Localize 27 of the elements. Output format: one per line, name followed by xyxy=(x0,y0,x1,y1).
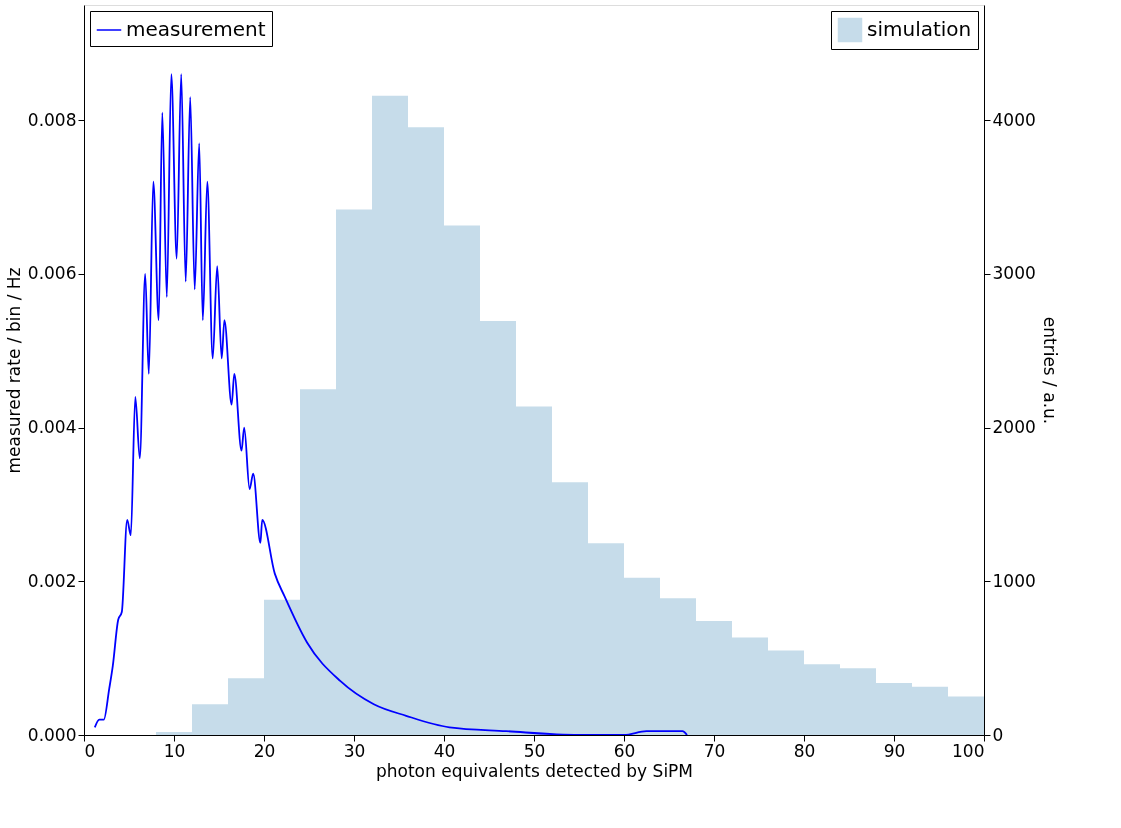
y2-tick-label: 2000 xyxy=(992,417,1036,438)
x-tick-label: 100 xyxy=(952,740,985,761)
x-tick-label: 10 xyxy=(163,740,186,761)
y-tick-label: 0.004 xyxy=(27,417,77,438)
y-tick-label: 0.002 xyxy=(27,570,77,591)
x-tick-label: 40 xyxy=(433,740,456,761)
y-axis-title: measured rate / bin / Hz xyxy=(3,267,24,474)
x-tick-label: 30 xyxy=(343,740,366,761)
y2-tick-label: 1000 xyxy=(992,570,1036,591)
x-tick-label: 90 xyxy=(883,740,906,761)
legend-label: measurement xyxy=(126,17,266,41)
y2-tick-label: 0 xyxy=(992,724,1004,745)
x-tick-label: 20 xyxy=(253,740,276,761)
y-tick-label: 0.000 xyxy=(27,724,77,745)
line-series xyxy=(93,73,688,735)
x-tick-label: 70 xyxy=(703,740,726,761)
x-axis-title: photon equivalents detected by SiPM xyxy=(375,760,694,781)
y2-tick-label: 3000 xyxy=(992,263,1036,284)
x-tick-label: 0 xyxy=(84,740,96,761)
x-tick-label: 60 xyxy=(613,740,636,761)
legend-label: simulation xyxy=(867,17,972,41)
x-tick-label: 50 xyxy=(523,740,546,761)
x-tick-label: 80 xyxy=(793,740,816,761)
y2-tick-label: 4000 xyxy=(992,109,1036,130)
y-tick-label: 0.006 xyxy=(27,263,77,284)
y-tick-label: 0.008 xyxy=(27,109,77,130)
y2-axis-title: entries / a.u. xyxy=(1039,316,1060,425)
